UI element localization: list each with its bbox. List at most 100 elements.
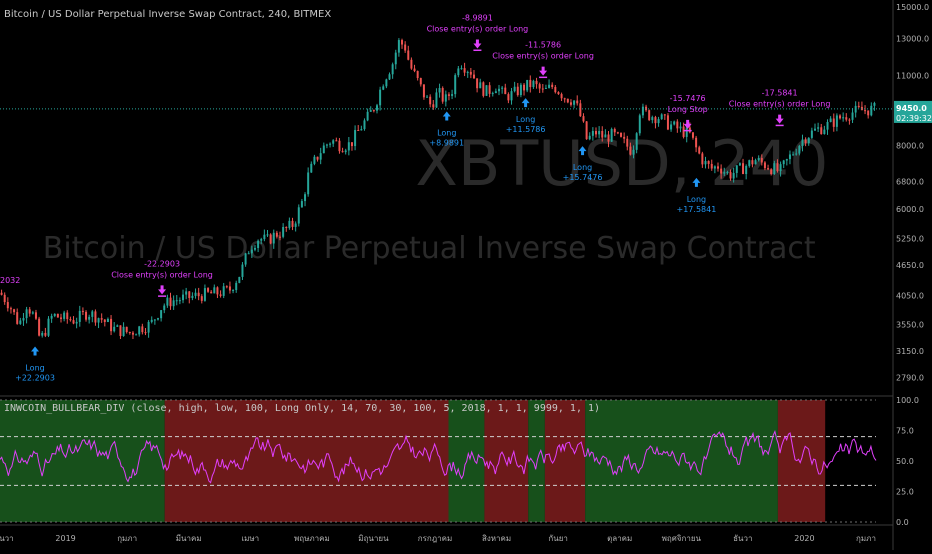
candle-body [325, 144, 328, 146]
candle-body [391, 64, 394, 75]
candle-body [563, 98, 566, 100]
price-tick-label: 4050.0 [896, 291, 924, 300]
candle-body [645, 106, 648, 111]
candle-body [188, 291, 191, 298]
candle-body [207, 288, 210, 292]
candle-body [660, 114, 663, 120]
candle-body [757, 158, 760, 161]
candle-body [304, 194, 307, 202]
candle-body [479, 82, 482, 89]
candle-body [760, 158, 763, 163]
chart-title: Bitcoin / US Dollar Perpetual Inverse Sw… [4, 9, 332, 20]
candle-body [792, 154, 795, 156]
candle-body [742, 163, 745, 175]
candle-body [135, 334, 138, 336]
candle-body [773, 163, 776, 174]
candle-body [360, 129, 363, 131]
candle-body [732, 172, 735, 179]
candle-body [266, 234, 269, 236]
candle-body [300, 201, 303, 208]
candle-body [529, 79, 532, 88]
candle-body [344, 150, 347, 153]
candle-body [685, 127, 688, 137]
candle-body [6, 302, 9, 309]
candle-body [576, 100, 579, 104]
candle-body [394, 52, 397, 65]
candle-body [582, 116, 585, 122]
candle-body [169, 297, 172, 307]
candle-body [726, 172, 729, 174]
candle-body [203, 288, 206, 301]
candle-body [31, 312, 34, 314]
zone-bull-4 [528, 400, 545, 522]
time-tick-label: มีนาคม [176, 534, 202, 543]
candle-body [357, 129, 360, 131]
candle-body [213, 287, 216, 294]
candle-body [297, 207, 300, 224]
price-tick-label: 11000.0 [896, 71, 929, 80]
candle-body [573, 100, 576, 105]
trade-long-value-4: +11.5786 [506, 125, 546, 134]
candle-body [635, 133, 638, 150]
trade-close-label-5: Close entry(s) order Long [492, 52, 594, 61]
candle-body [56, 313, 59, 318]
candle-body [807, 137, 810, 144]
candle-body [801, 139, 804, 146]
candle-body [78, 310, 81, 322]
trade-close-value-7: -15.7476 [670, 94, 706, 103]
candle-body [272, 232, 275, 244]
candle-body [813, 128, 816, 131]
close-marker-bar [775, 124, 784, 127]
candle-body [666, 115, 669, 130]
candle-body [241, 264, 244, 277]
candle-body [363, 120, 366, 130]
price-tick-label: 4650.0 [896, 261, 924, 270]
candle-body [81, 310, 84, 312]
price-tick-label: 8000.0 [896, 142, 924, 151]
candle-body [548, 84, 551, 88]
candle-body [504, 87, 507, 95]
candle-body [588, 135, 591, 140]
candle-body [648, 110, 651, 121]
time-tick-label: กันยา [548, 534, 568, 543]
candle-body [404, 44, 407, 51]
candle-body [347, 142, 350, 151]
candle-body [22, 318, 25, 321]
candle-body [260, 239, 263, 241]
watermark-symbol: XBTUSD, 240 [415, 127, 828, 200]
price-tick-label: 6800.0 [896, 177, 924, 186]
candle-body [501, 87, 504, 89]
candle-body [397, 40, 400, 53]
candle-body [720, 168, 723, 174]
trade-long-value-0: +22.2903 [15, 374, 55, 383]
candle-body [763, 162, 766, 169]
candle-body [200, 296, 203, 301]
long-arrow-icon [442, 111, 451, 121]
candle-body [16, 312, 19, 324]
trade-long-value-6: +15.7476 [563, 173, 603, 182]
candle-body [873, 103, 876, 106]
candle-body [848, 119, 851, 121]
candle-body [447, 94, 450, 96]
candle-body [829, 118, 832, 123]
candle-body [253, 247, 256, 250]
time-tick-label: ธันวา [0, 534, 14, 543]
candle-body [776, 163, 779, 172]
candle-body [857, 105, 860, 107]
zone-bear-3 [484, 400, 529, 522]
candle-body [72, 320, 75, 324]
candle-body [66, 312, 69, 320]
trade-close-label-9: Close entry(s) order Long [729, 100, 831, 109]
trade-close-value-3: -8.9891 [462, 14, 493, 23]
candle-body [63, 312, 66, 319]
last-price-value: 9450.0 [896, 104, 927, 113]
candle-body [194, 292, 197, 296]
candle-body [717, 166, 720, 169]
candle-body [476, 78, 479, 89]
candle-body [472, 74, 475, 79]
candle-body [454, 75, 457, 95]
candle-body [222, 286, 225, 296]
close-marker-bar [473, 49, 482, 52]
candle-body [69, 319, 72, 321]
